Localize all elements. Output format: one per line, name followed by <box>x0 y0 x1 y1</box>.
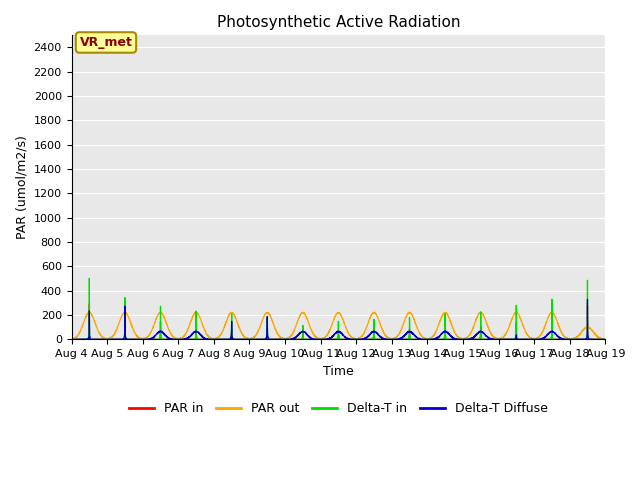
X-axis label: Time: Time <box>323 365 354 378</box>
Y-axis label: PAR (umol/m2/s): PAR (umol/m2/s) <box>15 135 28 239</box>
Text: VR_met: VR_met <box>79 36 132 49</box>
Title: Photosynthetic Active Radiation: Photosynthetic Active Radiation <box>216 15 460 30</box>
Legend: PAR in, PAR out, Delta-T in, Delta-T Diffuse: PAR in, PAR out, Delta-T in, Delta-T Dif… <box>124 397 552 420</box>
